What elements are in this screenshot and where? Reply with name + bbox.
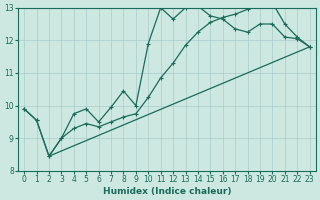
X-axis label: Humidex (Indice chaleur): Humidex (Indice chaleur) [103, 187, 231, 196]
